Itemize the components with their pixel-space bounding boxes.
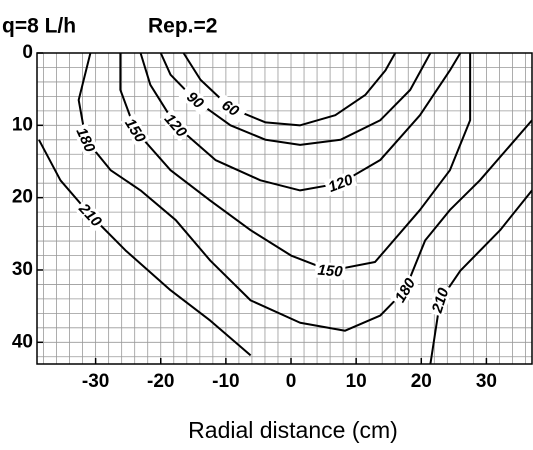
x-tick-label: 20 (411, 371, 432, 392)
contour-label-group: 150 (314, 261, 346, 281)
y-tick-label: 30 (12, 259, 33, 280)
contour-line (77, 53, 532, 332)
contour-label-bg (120, 113, 151, 148)
contour-line (159, 53, 432, 146)
contour-label-group: 210 (427, 283, 453, 318)
contours (38, 53, 532, 364)
contour-line (38, 139, 252, 357)
grid (37, 52, 532, 364)
x-tick-label: 0 (286, 371, 297, 392)
x-tick-label: 10 (346, 371, 367, 392)
contour-label-bg (72, 122, 100, 157)
contour-label-group: 90 (178, 84, 212, 116)
y-tick-label: 10 (12, 114, 33, 135)
chart-title: q=8 L/h (2, 15, 76, 38)
contour-label-group: 60 (213, 93, 248, 123)
x-tick-label: -10 (212, 371, 239, 392)
contour-line (429, 189, 532, 364)
contour-line (182, 53, 397, 127)
contour-label-bg (74, 198, 107, 232)
y-tick-label: 40 (12, 331, 33, 352)
x-tick-label: -30 (82, 371, 109, 392)
contour-label-group: 120 (323, 170, 358, 196)
contour-label-bg (159, 108, 192, 142)
contour-label-bg (178, 84, 212, 116)
y-tick-label: 20 (12, 187, 33, 208)
y-tick-label: 0 (22, 42, 33, 63)
contour-line (139, 53, 462, 192)
x-tick-label: 30 (476, 371, 497, 392)
contour-label: 150 (317, 262, 344, 281)
contour-label-bg (213, 93, 248, 123)
contour-label-bg (427, 283, 453, 318)
contour-line (119, 53, 472, 272)
x-axis-label: Radial distance (cm) (188, 417, 398, 443)
contour-label-bg (314, 261, 346, 280)
chart-subtitle: Rep.=2 (148, 15, 217, 38)
contour-label-bg (323, 170, 358, 196)
x-tick-label: -20 (147, 371, 174, 392)
contour-label-bg (390, 273, 420, 308)
plot-frame (36, 52, 533, 365)
